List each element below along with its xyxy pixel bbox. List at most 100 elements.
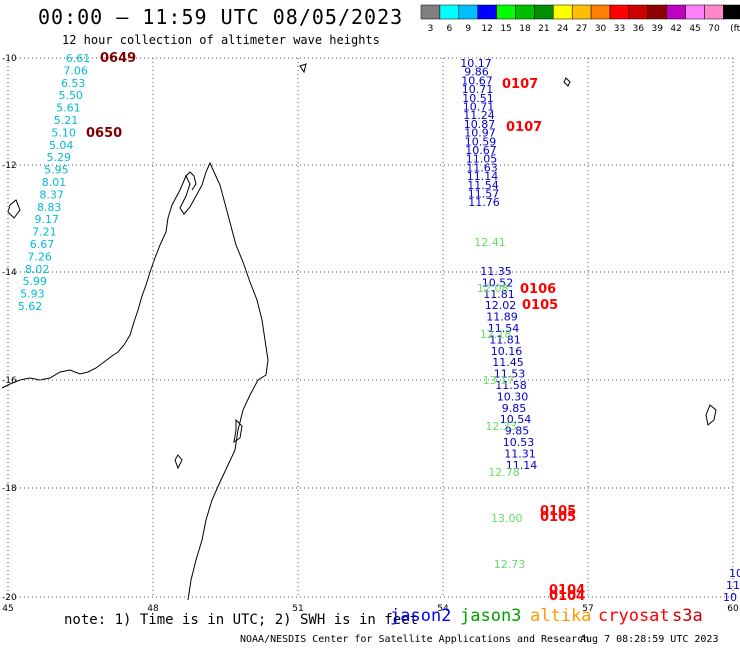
longitude-label: 45 (2, 604, 13, 614)
wave-height-value: 10.71 (462, 83, 494, 96)
wave-height-value: 7.21 (32, 226, 57, 239)
wave-height-value: 6.53 (61, 77, 86, 90)
wave-height-value: 8.83 (37, 201, 62, 214)
wave-height-value: 11.63 (466, 161, 498, 174)
wave-height-value: 11.81 (483, 288, 515, 301)
pass-time-label: 0104 (549, 583, 585, 598)
colorbar-label: 33 (614, 24, 625, 34)
wave-height-value: 10.71 (463, 101, 495, 114)
pass-time-label: 0650 (86, 126, 122, 141)
wave-height-value: 11.24 (463, 109, 495, 122)
wave-height-value: 9.86 (464, 66, 489, 79)
colorbar-label: 9 (465, 24, 471, 34)
wave-height-value: 5.99 (23, 275, 48, 288)
wave-height-value: 11 (726, 579, 740, 592)
wave-height-value: 11.89 (486, 311, 518, 324)
wave-height-value: 11.53 (494, 368, 526, 381)
wave-height-value: 8.37 (39, 188, 64, 201)
wave-height-value: 5.04 (49, 139, 74, 152)
longitude-label: 57 (582, 604, 593, 614)
pass-time-label: 0107 (502, 77, 538, 92)
wave-height-value: 5.93 (20, 288, 45, 301)
footer-timestamp: Aug 7 08:28:59 UTC 2023 (580, 634, 719, 645)
wave-height-value: 11.81 (489, 333, 521, 346)
longitude-label: 48 (147, 604, 159, 614)
wave-height-value: 10.67 (461, 74, 493, 87)
colorbar-label: 18 (519, 24, 531, 34)
wave-height-value: 7.26 (27, 250, 52, 263)
wave-height-value: 11.58 (495, 379, 527, 392)
wave-height-value: 10.53 (503, 436, 535, 449)
wave-height-value: 10.97 (464, 127, 496, 140)
wave-height-value: 10.54 (500, 413, 532, 426)
latitude-label: -20 (2, 593, 17, 603)
wave-height-value: 9.85 (502, 402, 527, 415)
wave-height-value: 9.85 (505, 425, 530, 438)
legend-altika: altika (530, 606, 592, 626)
wave-height-value: 12.08 (477, 282, 509, 295)
legend-jason2: jason2 (390, 606, 452, 626)
pass-time-label: 0649 (100, 51, 136, 66)
coastline (1, 63, 717, 601)
wave-height-value: 10 (729, 567, 740, 580)
pass-time-label: 0105 (540, 510, 576, 525)
colorbar-label: 6 (446, 24, 452, 34)
latitude-label: -14 (2, 268, 17, 278)
wave-height-value: 10.30 (497, 390, 529, 403)
wave-height-value: 11.54 (467, 179, 499, 192)
wave-height-value: 12.41 (474, 236, 506, 249)
pass-time-label: 0106 (520, 282, 556, 297)
colorbar-label: 42 (670, 24, 681, 34)
latitude-label: -18 (2, 484, 17, 494)
chart-subtitle: 12 hour collection of altimeter wave hei… (62, 33, 380, 47)
colorbar-label: 30 (595, 24, 607, 34)
wave-height-value: 10.17 (460, 57, 492, 70)
wave-height-value: 5.29 (47, 151, 72, 164)
longitude-labels: 45 48 51 54 57 60 (2, 604, 739, 614)
colorbar-label: (ft) (730, 24, 740, 34)
wave-height-value: 10.16 (491, 345, 523, 358)
wave-height-value: 13.17 (483, 374, 515, 387)
colorbar-label: 24 (557, 24, 569, 34)
wave-height-value: 5.95 (44, 164, 69, 177)
wave-height-value: 5.10 (51, 126, 76, 139)
wave-height-value: 11.31 (504, 447, 536, 460)
wave-height-value: 13.00 (491, 512, 523, 525)
legend-jason3: jason3 (460, 606, 522, 626)
note-text: note: 1) Time is in UTC; 2) SWH is in fe… (64, 612, 419, 628)
longitude-label: 54 (437, 604, 449, 614)
pass-time-label: 0107 (506, 120, 542, 135)
latitude-label: -16 (2, 376, 17, 386)
wave-height-value: 7.06 (63, 64, 88, 77)
wave-height-value: 12.73 (494, 558, 526, 571)
colorbar-label: 70 (708, 24, 720, 34)
wave-height-value: 12.02 (485, 299, 517, 312)
wave-height-value: 8.01 (42, 176, 67, 189)
wave-height-value: 9.17 (35, 213, 60, 226)
wave-height-value: 5.61 (56, 102, 81, 115)
colorbar-label: 27 (576, 24, 587, 34)
latitude-labels: -10 -12 -14 -16 -18 -20 (2, 54, 17, 603)
chart-title: 00:00 – 11:59 UTC 08/05/2023 (38, 5, 404, 29)
colorbar-label: 45 (689, 24, 700, 34)
wave-height-value: 12.33 (485, 420, 517, 433)
wave-height-value: 11.14 (467, 170, 499, 183)
longitude-label: 60 (727, 604, 739, 614)
wave-height-value: 6.61 (66, 52, 91, 65)
legend-s3a: s3a (672, 606, 703, 626)
lat-lon-grid (7, 57, 734, 598)
footer-credit: NOAA/NESDIS Center for Satellite Applica… (240, 634, 590, 645)
pass-time-label: 0105 (540, 504, 576, 519)
pass-time-label: 0104 (549, 589, 585, 604)
wave-height-value: 11.45 (492, 356, 524, 369)
colorbar-label: 39 (652, 24, 664, 34)
wave-height-value: 10.51 (462, 92, 494, 105)
wave-height-value: 11.35 (480, 265, 512, 278)
wave-height-value: 10.59 (465, 135, 497, 148)
wave-height-value: 11.76 (468, 196, 500, 209)
longitude-label: 51 (292, 604, 303, 614)
wave-height-value: 10.52 (482, 276, 514, 289)
colorbar-label: 36 (633, 24, 645, 34)
